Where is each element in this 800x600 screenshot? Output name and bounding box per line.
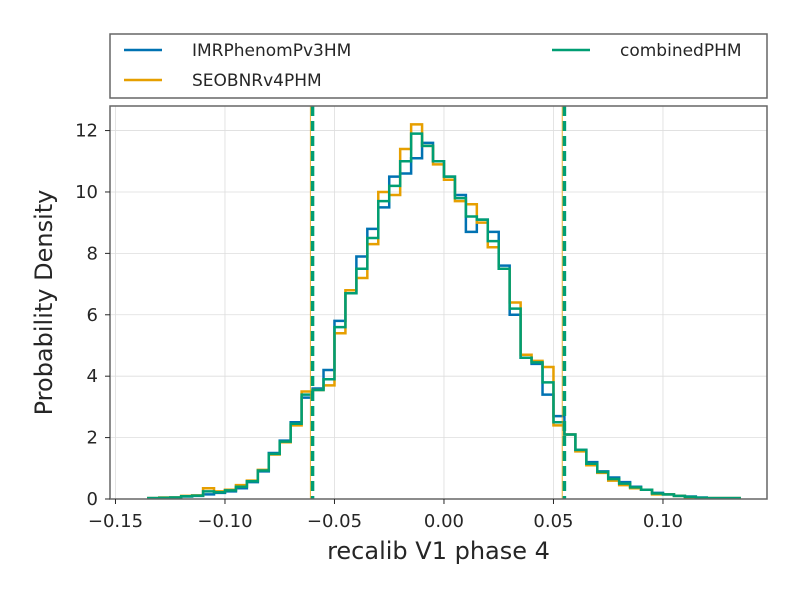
legend-entry-label: IMRPhenomPv3HM [192,41,351,61]
legend: IMRPhenomPv3HM SEOBNRv4PHM combinedPHM [109,33,768,99]
y-axis-label: Probability Density [30,190,58,416]
y-tick-label: 12 [75,121,98,142]
credible-interval-lines [309,106,567,499]
x-axis-ticks: −0.15 −0.10 −0.05 0.00 0.05 0.10 [88,499,683,532]
plot-frame [109,105,768,500]
y-tick-label: 6 [87,305,98,326]
x-tick-label: −0.05 [307,511,362,532]
y-tick-label: 0 [87,489,98,510]
x-tick-label: 0.00 [424,511,464,532]
y-tick-label: 10 [75,182,98,203]
y-tick-label: 4 [87,366,98,387]
y-tick-label: 8 [87,243,98,264]
x-axis-label: recalib V1 phase 4 [327,537,550,565]
y-axis-ticks: 0 2 4 6 8 10 12 [75,121,110,510]
y-tick-label: 2 [87,428,98,449]
grid [110,106,767,500]
series-group [147,123,741,500]
legend-box [109,33,768,99]
x-tick-label: −0.15 [88,511,143,532]
legend-entry-label: SEOBNRv4PHM [192,71,322,91]
x-tick-label: 0.05 [533,511,573,532]
series-combinedPHM-step [147,132,741,500]
x-tick-label: −0.10 [197,511,252,532]
legend-entry-label: combinedPHM [620,41,742,61]
x-tick-label: 0.10 [643,511,683,532]
